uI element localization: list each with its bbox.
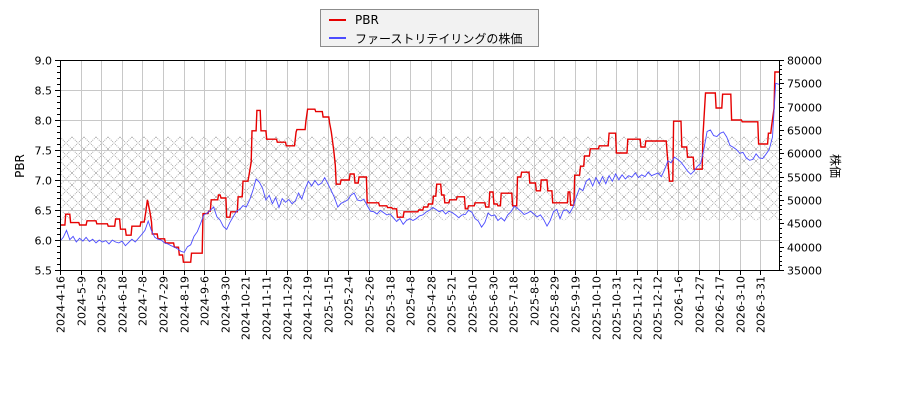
y-tick-label: 9.0 (35, 55, 53, 68)
x-tick-label: 2025-11-21 (632, 276, 645, 340)
x-tick-label: 2025-6-30 (488, 276, 501, 333)
y2-tick-label: 70000 (787, 102, 822, 115)
y2-tick-label: 80000 (787, 55, 822, 68)
plot-frame (60, 60, 780, 271)
pbr-line (60, 71, 779, 263)
legend-item-price: ファーストリテイリングの株価 (329, 30, 522, 46)
x-tick-label: 2025-10-31 (611, 276, 624, 340)
x-tick-label: 2024-9-30 (220, 276, 233, 333)
legend-label-pbr: PBR (355, 13, 379, 27)
gridlines (60, 60, 779, 270)
price-swatch-icon (329, 37, 346, 39)
x-tick-label: 2025-4-28 (426, 276, 439, 333)
x-tick-label: 2024-10-21 (240, 276, 253, 340)
y2-axis-title: 株価 (828, 154, 843, 178)
y-tick-label: 8.5 (35, 85, 53, 98)
y2-tick-label: 55000 (787, 172, 822, 185)
y-tick-label: 6.5 (35, 205, 53, 218)
y-tick-label: 8.0 (35, 115, 53, 128)
x-tick-label: 2024-5-9 (76, 276, 89, 326)
x-tick-label: 2025-12-12 (652, 276, 665, 340)
x-tick-label: 2024-12-19 (302, 276, 315, 340)
y2-tick-label: 45000 (787, 218, 822, 231)
legend: PBR ファーストリテイリングの株価 (320, 9, 539, 47)
x-tick-label: 2024-11-29 (282, 276, 295, 340)
y-tick-label: 7.5 (35, 145, 53, 158)
x-tick-label: 2024-7-8 (137, 276, 150, 326)
x-tick-label: 2024-6-18 (117, 276, 130, 333)
axes: 2024-4-16 2024-5-9 2024-5-29 2024-6-18 2024-… (35, 55, 823, 340)
x-tick-label: 2025-3-18 (385, 276, 398, 333)
y-tick-label: 6.0 (35, 235, 53, 248)
x-tick-label: 2026-2-17 (714, 276, 727, 333)
x-tick-label: 2026-1-6 (673, 276, 686, 326)
y-axis-title: PBR (13, 154, 27, 178)
series-lines (59, 71, 780, 263)
price-line (59, 82, 780, 253)
y2-tick-label: 40000 (787, 242, 822, 255)
x-tick-label: 2026-3-31 (755, 276, 768, 333)
legend-item-pbr: PBR (329, 12, 379, 28)
x-tick-label: 2025-2-4 (343, 276, 356, 326)
x-tick-label: 2024-11-11 (261, 276, 274, 340)
hatched-range-band (60, 136, 779, 221)
y-tick-label: 5.5 (35, 265, 53, 278)
x-tick-label: 2025-2-26 (364, 276, 377, 333)
x-tick-label: 2026-1-27 (694, 276, 707, 333)
x-tick-label: 2025-5-21 (446, 276, 459, 333)
y2-tick-label: 50000 (787, 195, 822, 208)
x-tick-label: 2026-3-10 (735, 276, 748, 333)
y2-tick-label: 60000 (787, 148, 822, 161)
x-tick-label: 2024-5-29 (96, 276, 109, 333)
x-tick-label: 2024-8-19 (179, 276, 192, 333)
x-tick-label: 2024-9-6 (199, 276, 212, 326)
y2-tick-label: 65000 (787, 125, 822, 138)
y-tick-label: 7.0 (35, 175, 53, 188)
legend-label-price: ファーストリテイリングの株価 (355, 31, 523, 46)
x-tick-label: 2025-9-19 (570, 276, 583, 333)
x-tick-label: 2025-6-10 (467, 276, 480, 333)
x-tick-label: 2025-4-8 (405, 276, 418, 326)
x-tick-label: 2024-7-29 (158, 276, 171, 333)
y2-tick-label: 35000 (787, 265, 822, 278)
x-tick-label: 2025-8-8 (529, 276, 542, 326)
pbr-swatch-icon (329, 19, 346, 21)
x-tick-label: 2025-8-29 (549, 276, 562, 333)
x-tick-label: 2025-1-15 (323, 276, 336, 333)
x-tick-label: 2025-10-10 (591, 276, 604, 340)
x-tick-label: 2025-7-18 (508, 276, 521, 333)
x-tick-label: 2024-4-16 (55, 276, 68, 333)
y2-tick-label: 75000 (787, 78, 822, 91)
